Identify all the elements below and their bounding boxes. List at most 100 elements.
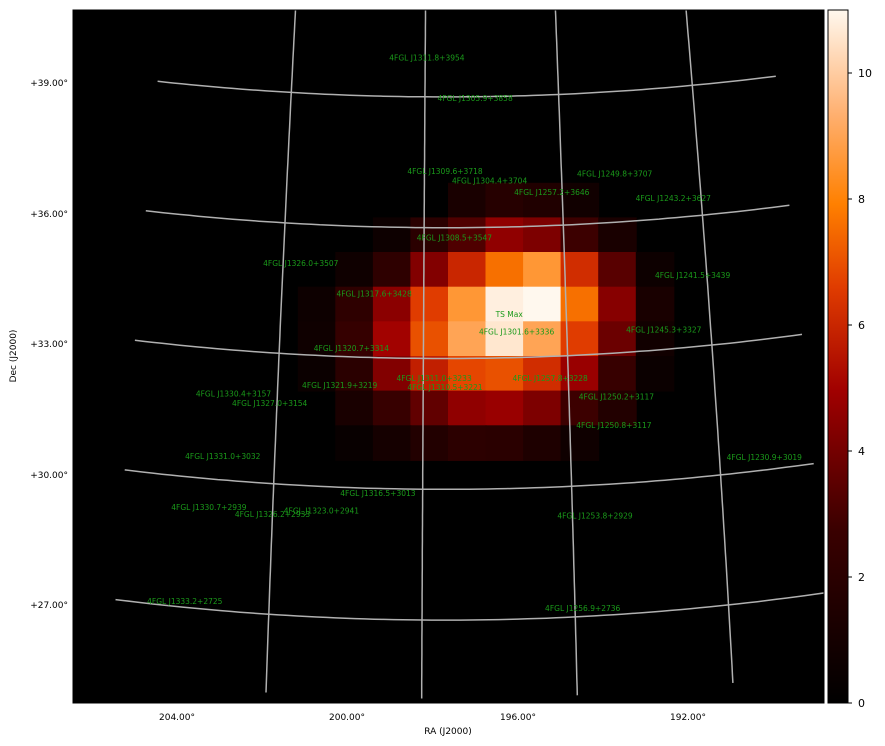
source-label: 4FGL J1250.8+3117 — [576, 421, 652, 430]
heatmap-pixel — [598, 390, 637, 427]
source-label: 4FGL J1309.6+3718 — [407, 167, 483, 176]
heatmap-pixel — [560, 252, 600, 288]
source-label: 4FGL J1310.5+3221 — [407, 383, 483, 392]
heatmap-pixel — [560, 390, 600, 427]
source-label: 4FGL J1257.8+3228 — [513, 374, 589, 383]
source-annotations: 4FGL J1311.8+3954 4FGL J1305.9+3858 4FGL J… — [147, 54, 802, 613]
heatmap-pixel — [598, 356, 637, 392]
heatmap-pixel — [448, 252, 487, 288]
colorbar-tick-label: 2 — [858, 571, 865, 584]
source-label: 4FGL J1249.8+3707 — [577, 169, 653, 178]
colorbar — [827, 9, 849, 704]
y-axis-label: Dec (J2000) — [9, 330, 19, 383]
heatmap-pixel — [410, 356, 449, 392]
source-label: 4FGL J1321.9+3219 — [302, 381, 378, 390]
heatmap-pixel — [485, 356, 524, 392]
heatmap-pixel — [410, 286, 449, 323]
heatmap-pixel — [635, 286, 675, 323]
source-label: 4FGL J1317.6+3428 — [336, 290, 412, 299]
heatmap-pixel — [560, 217, 600, 253]
heatmap-pixel — [297, 286, 337, 323]
x-axis-label: RA (J2000) — [424, 727, 472, 737]
heatmap-pixel — [372, 217, 412, 253]
heatmap-pixel — [523, 182, 562, 219]
heatmap-pixel — [297, 356, 337, 392]
heatmap-pixel — [448, 390, 487, 427]
heatmap-pixel — [448, 286, 487, 323]
source-label: 4FGL J1311.8+3954 — [389, 54, 465, 63]
source-label: 4FGL J1331.0+3032 — [185, 452, 261, 461]
colorbar-tick-label: 6 — [858, 319, 865, 332]
heatmap-pixel — [448, 217, 487, 253]
heatmap-pixel — [485, 425, 524, 461]
heatmap-pixel — [372, 321, 412, 357]
x-tick-label: 192.00° — [670, 713, 706, 723]
heatmap-pixel — [635, 356, 675, 392]
y-tick-label: +33.00° — [30, 340, 68, 350]
ra-gridline — [420, 10, 427, 699]
heatmap-pixel — [335, 321, 374, 357]
heatmap-pixel — [523, 356, 562, 392]
ts-heatmap — [297, 182, 675, 461]
heatmap-pixel — [448, 182, 487, 219]
heatmap-pixel — [448, 425, 487, 461]
heatmap-pixel — [372, 286, 412, 323]
source-label: 4FGL J1320.7+3314 — [314, 344, 390, 353]
colorbar-ticks: 0 2 4 6 8 10 — [848, 67, 872, 710]
plot-frame — [72, 9, 825, 704]
x-tick-labels: 204.00° 200.00° 196.00° 192.00° — [159, 713, 706, 723]
source-label: 4FGL J1326.0+3507 — [263, 259, 339, 268]
heatmap-pixel — [598, 286, 637, 323]
heatmap-pixel — [485, 252, 524, 288]
heatmap-pixel — [560, 182, 600, 219]
source-label: 4FGL J1330.4+3157 — [196, 390, 272, 399]
source-label: 4FGL J1327.0+3154 — [232, 399, 308, 408]
source-label: 4FGL J1330.7+2939 — [171, 503, 247, 512]
heatmap-pixel — [335, 390, 374, 427]
heatmap-pixel — [335, 286, 374, 323]
heatmap-pixel — [485, 286, 524, 323]
source-label: 4FGL J1323.0+2941 — [284, 506, 360, 515]
source-label: 4FGL J1230.9+3019 — [727, 453, 803, 462]
frame-ticks — [72, 9, 825, 703]
heatmap-pixel — [485, 217, 524, 253]
x-tick-label: 200.00° — [329, 713, 365, 723]
source-label: 4FGL J1243.2+3627 — [636, 194, 712, 203]
dec-gridline — [145, 204, 790, 229]
source-label: 4FGL J1305.9+3858 — [437, 94, 513, 103]
dec-gridline — [115, 592, 824, 621]
heatmap-pixel — [372, 425, 412, 461]
heatmap-pixel — [297, 321, 337, 357]
source-label: 4FGL J1241.5+3439 — [655, 271, 731, 280]
heatmap-pixel — [372, 390, 412, 427]
heatmap-pixel — [372, 252, 412, 288]
source-label: 4FGL J1326.2+2933 — [235, 510, 311, 519]
heatmap-pixel — [410, 425, 449, 461]
heatmap-pixel — [523, 252, 562, 288]
heatmap-pixel — [523, 217, 562, 253]
heatmap-pixel — [560, 356, 600, 392]
heatmap-pixel — [598, 252, 637, 288]
heatmap-pixel — [410, 390, 449, 427]
source-label: 4FGL J1311.0+3233 — [396, 374, 472, 383]
dec-gridline — [157, 75, 776, 98]
heatmap-pixel — [485, 321, 524, 357]
colorbar-tick-label: 10 — [858, 67, 872, 80]
colorbar-tick-label: 0 — [858, 697, 865, 710]
source-label: 4FGL J1253.8+2929 — [557, 512, 633, 521]
y-tick-labels: +39.00° +36.00° +33.00° +30.00° +27.00° — [30, 79, 68, 611]
heatmap-pixel — [560, 425, 600, 461]
coordinate-grid — [115, 10, 824, 699]
heatmap-pixel — [485, 182, 524, 219]
source-label: 4FGL J1304.4+3704 — [452, 177, 528, 186]
heatmap-pixel — [335, 252, 374, 288]
source-label: 4FGL J1245.3+3327 — [626, 325, 702, 334]
source-label: 4FGL J1301.6+3336 — [479, 327, 555, 336]
x-tick-label: 204.00° — [159, 713, 195, 723]
colorbar-tick-label: 4 — [858, 445, 865, 458]
heatmap-pixel — [523, 425, 562, 461]
y-tick-label: +30.00° — [30, 471, 68, 481]
heatmap-pixel — [410, 217, 449, 253]
y-tick-label: +27.00° — [30, 601, 68, 611]
